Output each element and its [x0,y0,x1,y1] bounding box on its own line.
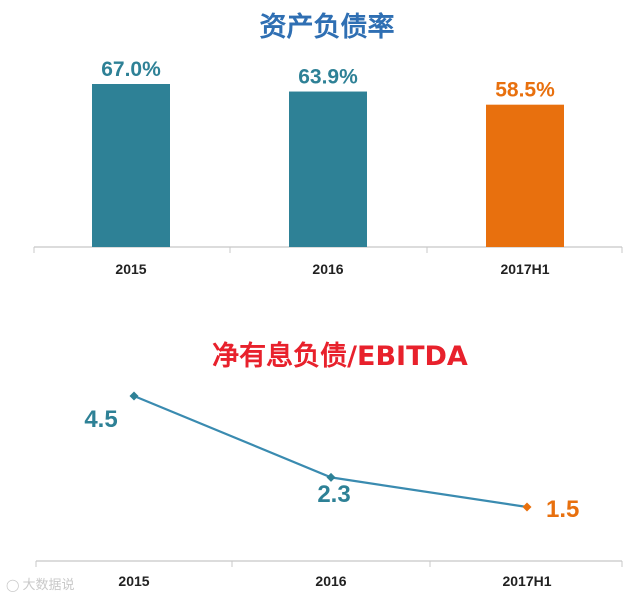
line-x-tick-label: 2017H1 [502,573,551,589]
watermark-text: 大数据说 [22,578,75,593]
bar-chart: 资产负债率 67.0% 2015 63.9% 2016 58.5% 2017H1 [33,11,623,277]
line-point-2017H1 [522,502,532,512]
watermark: ◯ 大数据说 [6,574,74,593]
bar-2016 [289,91,367,247]
line-value-label: 4.5 [84,406,117,433]
line-point-2016 [326,472,336,482]
line-chart: 净有息负债/EBITDA 4.5 2015 2.3 2016 1.5 2017H1 [35,340,623,589]
bar-2015 [92,84,170,247]
bar-x-tick-label: 2017H1 [500,261,549,277]
line-x-tick-label: 2015 [118,573,149,589]
bar-x-tick-label: 2015 [115,261,146,277]
line-value-label: 1.5 [546,496,579,523]
line-value-label: 2.3 [317,481,350,508]
line-x-tick-label: 2016 [315,573,346,589]
bar-value-label: 63.9% [298,66,358,89]
bar-x-tick-label: 2016 [312,261,343,277]
bar-chart-title: 资产负债率 [260,11,395,43]
line-point-2015 [129,391,139,401]
line-chart-title: 净有息负债/EBITDA [212,340,468,372]
weibo-icon: ◯ [6,578,20,592]
bar-value-label: 67.0% [101,58,161,81]
bar-2017H1 [486,104,564,247]
bar-value-label: 58.5% [495,79,555,102]
